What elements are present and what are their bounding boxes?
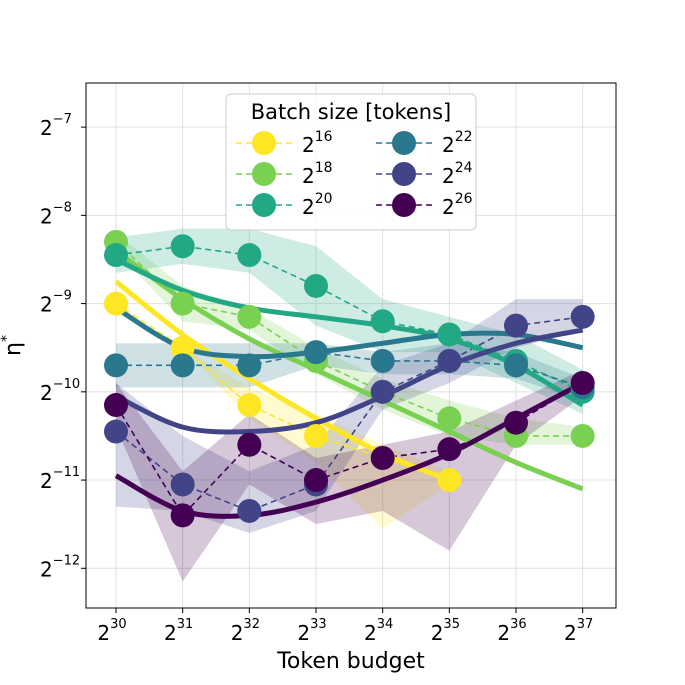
data-point-26 (370, 446, 395, 470)
band-26 (116, 369, 583, 582)
y-axis-ticks: 2−7 2−8 2−9 2−10 2−11 2−12 (40, 112, 86, 581)
data-point-16 (170, 335, 195, 360)
data-point-16 (237, 393, 262, 418)
x-axis-ticks: 230 231 232 233 234 235 236 237 (97, 608, 593, 645)
y-tick-label: 2−7 (40, 112, 72, 140)
data-point-20 (237, 243, 262, 268)
data-point-20 (304, 273, 328, 298)
legend-marker (392, 193, 416, 217)
legend-box (225, 93, 477, 231)
data-point-26 (570, 371, 595, 395)
data-point-26 (437, 437, 462, 462)
data-point-24 (170, 472, 195, 497)
data-point-22 (504, 353, 528, 378)
legend-marker (392, 131, 416, 155)
data-point-22 (170, 353, 195, 378)
data-point-16 (437, 468, 462, 493)
data-point-20 (437, 322, 462, 347)
data-point-22 (104, 353, 128, 378)
x-tick-label: 232 (231, 617, 260, 645)
data-point-22 (370, 348, 395, 373)
data-point-24 (237, 498, 262, 523)
legend-marker (252, 131, 276, 155)
data-point-16 (304, 423, 328, 448)
data-point-24 (570, 304, 595, 329)
plot-frame (85, 82, 617, 609)
y-tick-label: 2−8 (40, 200, 72, 228)
data-point-24 (370, 379, 395, 404)
y-tick-label: 2−12 (40, 553, 80, 581)
x-tick-label: 236 (497, 617, 526, 645)
legend-title: Batch size [tokens] (251, 100, 451, 124)
y-tick-label: 2−9 (40, 289, 72, 317)
data-point-26 (104, 393, 128, 418)
fit-line-24 (114, 327, 584, 435)
band-18 (116, 233, 583, 445)
x-tick-label: 237 (564, 617, 593, 645)
x-axis-label: Token budget (276, 649, 425, 674)
legend-marker (392, 162, 416, 186)
data-point-18 (437, 406, 462, 431)
data-point-26 (170, 503, 195, 528)
x-tick-label: 234 (364, 617, 393, 645)
y-axis-label: η* (0, 335, 26, 356)
data-point-24 (504, 313, 528, 338)
y-tick-label: 2−10 (40, 377, 80, 405)
data-point-18 (237, 304, 262, 329)
x-tick-label: 233 (297, 617, 326, 645)
data-point-18 (170, 291, 195, 316)
x-tick-label: 235 (431, 617, 460, 645)
data-point-16 (104, 291, 128, 316)
data-point-22 (304, 340, 328, 365)
data-line-26 (115, 382, 584, 517)
data-point-24 (437, 348, 462, 373)
x-tick-label: 230 (97, 617, 126, 645)
legend-marker (252, 193, 276, 217)
data-point-20 (104, 243, 128, 268)
data-point-20 (170, 234, 195, 259)
confidence-bands (116, 228, 583, 582)
data-point-18 (570, 423, 595, 448)
x-tick-label: 231 (164, 617, 193, 645)
data-markers (104, 229, 595, 528)
y-tick-label: 2−11 (40, 465, 80, 493)
data-point-26 (237, 432, 262, 457)
data-point-20 (370, 309, 395, 334)
data-point-22 (237, 353, 262, 378)
data-point-26 (504, 410, 528, 435)
data-point-26 (304, 468, 328, 493)
band-16 (116, 303, 450, 529)
legend-marker (252, 162, 276, 186)
data-point-24 (104, 419, 128, 444)
